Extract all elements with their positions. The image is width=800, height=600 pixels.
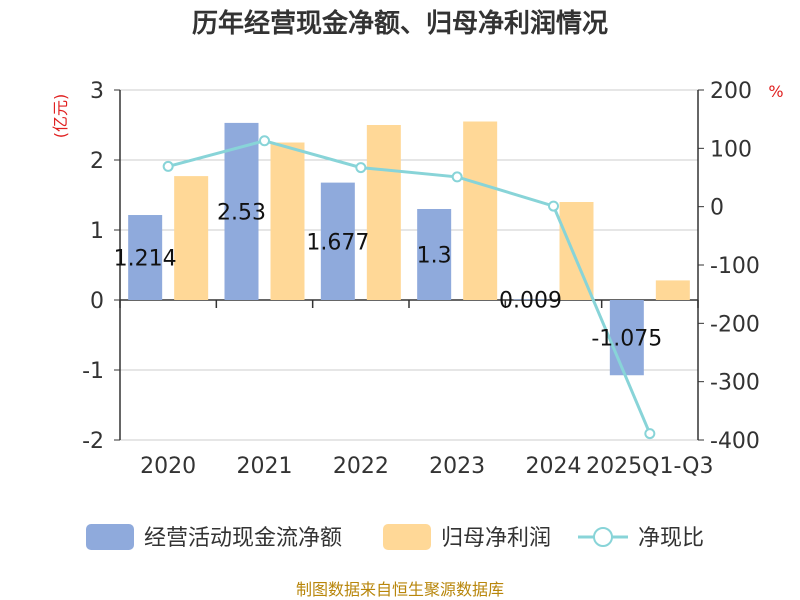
left-tick-label: -2 bbox=[82, 429, 104, 454]
cashflow-bar bbox=[320, 182, 355, 300]
left-tick-label: 3 bbox=[90, 79, 104, 104]
cashflow-data-label: 1.3 bbox=[417, 244, 452, 269]
left-tick-label: 2 bbox=[90, 149, 104, 174]
legend-label-ratio: 净现比 bbox=[638, 526, 704, 551]
cashflow-bar bbox=[513, 299, 548, 300]
chart-title: 历年经营现金净额、归母净利润情况 bbox=[192, 8, 608, 39]
cashflow-bar bbox=[417, 209, 452, 300]
ratio-point bbox=[644, 428, 656, 440]
cashflow-data-label: -1.075 bbox=[591, 327, 662, 352]
cashflow-bar bbox=[224, 122, 259, 301]
net-profit-bar bbox=[270, 142, 305, 300]
right-tick-label: 100 bbox=[710, 137, 752, 162]
x-tick-label: 2022 bbox=[333, 454, 389, 479]
right-tick-label: -100 bbox=[710, 254, 760, 279]
left-tick-label: 1 bbox=[90, 219, 104, 244]
cashflow-data-label: 1.677 bbox=[306, 230, 369, 255]
left-tick-label: 0 bbox=[90, 289, 104, 314]
x-tick-label: 2023 bbox=[429, 454, 485, 479]
net-profit-bar bbox=[655, 280, 690, 300]
ratio-point bbox=[355, 162, 367, 174]
legend-swatch-cashflow bbox=[86, 524, 134, 550]
x-tick-label: 2024 bbox=[526, 454, 582, 479]
ratio-point bbox=[259, 135, 270, 147]
source-note: 制图数据来自恒生聚源数据库 bbox=[296, 580, 504, 599]
cashflow-data-label: 2.53 bbox=[217, 200, 266, 225]
x-tick-label: 2025Q1-Q3 bbox=[586, 454, 713, 479]
x-tick-label: 2020 bbox=[140, 454, 196, 479]
net-profit-bar bbox=[174, 176, 209, 300]
cashflow-bar bbox=[609, 300, 644, 376]
left-tick-label: -1 bbox=[82, 359, 104, 384]
net-profit-bar bbox=[463, 121, 498, 300]
right-tick-label: -300 bbox=[710, 371, 760, 396]
ratio-line-path bbox=[167, 139, 652, 435]
legend-label-cashflow: 经营活动现金流净额 bbox=[144, 526, 342, 551]
legend-swatch-net-profit bbox=[383, 524, 431, 550]
right-tick-label: 0 bbox=[710, 196, 724, 221]
net-profit-bar bbox=[366, 125, 401, 300]
ratio-point bbox=[451, 171, 463, 183]
ratio-point bbox=[162, 160, 174, 172]
x-tick-label: 2021 bbox=[237, 454, 293, 479]
cashflow-data-label: 1.214 bbox=[114, 247, 177, 272]
left-axis-unit: (亿元) bbox=[51, 94, 70, 139]
ratio-line bbox=[162, 135, 656, 440]
cashflow-data-label: 0.009 bbox=[499, 289, 562, 314]
cashflow-bar bbox=[128, 215, 163, 300]
right-tick-label: -200 bbox=[710, 312, 760, 337]
bars bbox=[128, 121, 690, 376]
right-tick-label: 200 bbox=[710, 79, 752, 104]
legend-marker-ratio bbox=[593, 527, 613, 547]
ratio-point bbox=[548, 200, 559, 212]
right-axis-unit: % bbox=[768, 82, 783, 101]
legend: 经营活动现金流净额 归母净利润 净现比 bbox=[86, 524, 704, 551]
axes: 3 2 1 0 -1 -2 200 100 0 -100 -200 -300 -400 2020 2021 2… bbox=[82, 79, 760, 479]
legend-label-net-profit: 归母净利润 bbox=[441, 526, 551, 551]
right-tick-label: -400 bbox=[710, 429, 760, 454]
data-labels: 1.214 2.53 1.677 1.3 0.009 -1.075 bbox=[114, 200, 663, 351]
